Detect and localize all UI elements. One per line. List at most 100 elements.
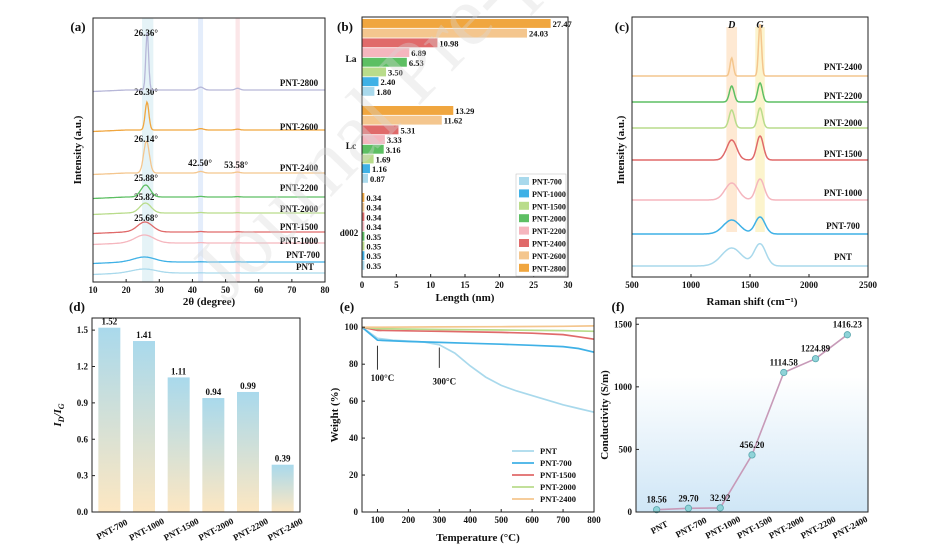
g-band-highlight: [755, 27, 765, 232]
legend-label: PNT-1500: [540, 470, 576, 480]
legend-swatch: [519, 201, 529, 210]
y-tick-label: 500: [619, 444, 633, 454]
x-tick-label: PNT-1500: [162, 516, 201, 543]
point-value-label: 1416.23: [833, 320, 863, 330]
panel-label: (a): [70, 19, 85, 34]
bar-value-label: 0.35: [366, 232, 381, 242]
x-tick-label: 1000: [682, 280, 701, 290]
bar-value-label: 0.39: [275, 454, 291, 464]
tga-annotation: 100°C: [371, 373, 395, 383]
raman-line-pnt-2200: [632, 81, 868, 103]
legend-swatch: [519, 239, 529, 247]
highlight-band-002: [142, 18, 154, 282]
x-tick-label: PNT-2400: [831, 514, 870, 541]
point-value-label: 32.92: [710, 493, 731, 503]
raman-series-label: PNT-700: [826, 221, 860, 231]
bar-pnt-1500: [362, 241, 365, 251]
bar-value-label: 0.34: [366, 212, 382, 222]
data-point-pnt-700: [684, 504, 693, 512]
background-gradient: [636, 376, 868, 512]
x-tick-label: 400: [464, 515, 478, 525]
bar-pnt-2200: [362, 222, 365, 231]
x-tick-label: PNT-1500: [735, 514, 774, 541]
legend-label: PNT-700: [532, 178, 562, 187]
x-tick-label: PNT-2200: [799, 514, 838, 541]
raman-line-pnt-700: [632, 216, 868, 235]
xrd-line-pnt-1000: [93, 234, 325, 246]
xrd-peak-label: 25.68°: [134, 213, 158, 223]
bar-pnt-2600: [362, 28, 528, 38]
x-tick-label: 20: [122, 285, 132, 295]
legend-label: PNT-2400: [540, 494, 576, 504]
bar-value-label: 0.35: [366, 251, 381, 261]
bar-pnt-700: [362, 260, 365, 270]
axes-frame: [92, 17, 326, 283]
raman-series-label: PNT: [834, 252, 852, 262]
bar-value-label: 6.89: [411, 48, 426, 58]
panel-b: 27.47 24.03 10.98 6.896.53 3.502.401.80 13.29…: [337, 16, 574, 304]
y-axis-label: Intensity (a.u.): [615, 115, 627, 184]
xrd-series-label: PNT-2600: [280, 122, 319, 132]
x-axis-label: Raman shift (cm⁻¹): [707, 296, 798, 308]
x-tick-label: 15: [461, 280, 471, 290]
bar-pnt-2000: [362, 144, 384, 154]
group-label-la: La: [345, 55, 356, 65]
data-point-pnt-1000: [716, 504, 724, 512]
y-tick-label: 1.5: [77, 325, 89, 335]
legend-swatch: [519, 263, 529, 272]
x-axis-label: 2θ (degree): [183, 296, 236, 308]
data-point-pnt-2400: [843, 331, 851, 339]
y-tick-label: 1500: [614, 319, 633, 329]
xrd-series-label: PNT-2800: [280, 78, 319, 88]
raman-line-pnt-1000: [632, 178, 868, 201]
x-tick-label: 30: [564, 280, 574, 290]
xrd-peak-label: 25.82°: [134, 192, 158, 202]
y-axis-label-part: I: [52, 422, 64, 428]
x-tick-label: 10: [89, 285, 99, 295]
y-axis-label: Weight (%): [329, 387, 341, 442]
legend-label: PNT-2000: [532, 215, 566, 224]
xrd-peak-label: 26.30°: [134, 87, 158, 97]
xrd-line-pnt-2600: [93, 100, 325, 133]
x-tick-label: 2000: [800, 280, 819, 290]
xrd-peak-label: 25.88°: [134, 173, 158, 183]
x-tick-label: 60: [254, 285, 264, 295]
bar-pnt-1500: [362, 154, 374, 164]
xrd-series-label: PNT-2400: [280, 163, 319, 173]
x-tick-label: 25: [529, 280, 539, 290]
bar-value-label: 3.33: [387, 135, 402, 145]
xrd-peak-label: 26.36°: [134, 28, 158, 38]
bar-value-label: 0.35: [366, 242, 381, 252]
legend-label: PNT-2800: [532, 264, 566, 273]
axes-frame: [91, 317, 301, 513]
xrd-line-pnt-1500: [93, 221, 325, 235]
bar-pnt-2400: [362, 38, 438, 48]
y-axis-label-part: D: [57, 416, 66, 423]
bar-value-label: 0.34: [366, 222, 382, 232]
xrd-line-pnt: [93, 268, 325, 276]
y-tick-label: 0.9: [77, 398, 89, 408]
bar-value-label: 5.31: [400, 125, 415, 135]
raman-line-pnt: [632, 242, 868, 267]
xrd-annotation: 42.50°: [188, 158, 212, 168]
bar-pnt-1000: [362, 164, 370, 174]
x-tick-label: 2500: [859, 280, 878, 290]
panel-label: (c): [615, 19, 629, 34]
x-tick-label: 700: [556, 515, 570, 525]
raman-line-pnt-1500: [632, 135, 868, 161]
x-tick-label: 20: [495, 280, 505, 290]
bar-pnt-700: [362, 173, 368, 183]
y-tick-label: 60: [349, 396, 359, 406]
legend-label: PNT-1000: [532, 190, 566, 199]
legend-label: PNT-2400: [532, 240, 566, 249]
legend-label: PNT-2600: [532, 252, 566, 261]
bar-pnt-2000: [362, 231, 365, 241]
x-tick-label: 200: [402, 515, 416, 525]
raman-series-label: PNT-2400: [824, 62, 863, 72]
x-tick-label: 300: [433, 515, 447, 525]
x-tick-label: 30: [155, 285, 165, 295]
axes-frame: [631, 16, 869, 278]
y-tick-label: 0.3: [77, 471, 89, 481]
y-tick-label: 40: [349, 433, 359, 443]
x-tick-label: 40: [188, 285, 198, 295]
